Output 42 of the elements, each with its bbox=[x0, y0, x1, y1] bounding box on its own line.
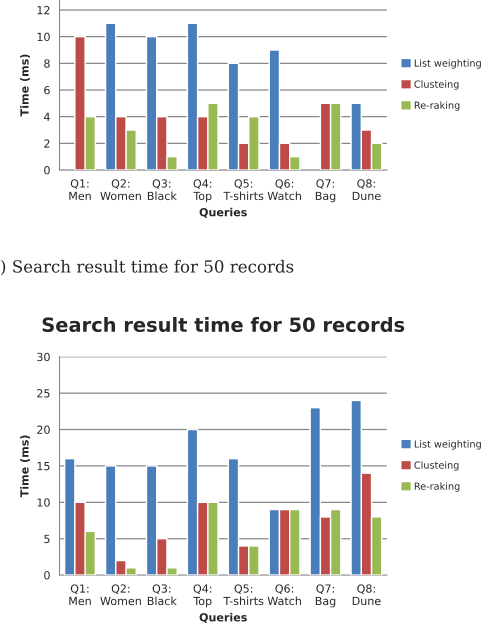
x-tick-label: Q2: Women bbox=[100, 179, 141, 200]
x-tick-label: Q7: Bag bbox=[316, 584, 336, 608]
y-tick-label: 0 bbox=[44, 166, 50, 174]
y-tick-label: 25 bbox=[37, 389, 50, 398]
x-tick-label: Q8: Dune bbox=[352, 584, 381, 606]
legend-label: Clusteing bbox=[414, 80, 459, 90]
y-tick-label: 4 bbox=[44, 112, 50, 121]
y-axis-title: Time (ms) bbox=[20, 54, 30, 116]
x-tick-label: Q5: T-shirts bbox=[223, 179, 264, 200]
x-axis-title: Queries bbox=[200, 612, 247, 623]
x-tick-label: Q3: Black bbox=[148, 584, 177, 606]
x-tick-label: Q4: Top bbox=[193, 584, 212, 608]
y-tick-label: 5 bbox=[44, 534, 50, 544]
text: ) Search result time for 50 records bbox=[1, 260, 294, 276]
legend-label: Clusteing bbox=[414, 461, 459, 471]
x-tick-label: Q4: Top bbox=[193, 179, 212, 202]
x-tick-label: Q1: Men bbox=[69, 584, 91, 606]
y-tick-label: 10 bbox=[38, 32, 50, 42]
y-tick-label: 2 bbox=[44, 139, 50, 148]
legend-label: Re-raking bbox=[414, 101, 460, 111]
chart-title: Search result time for 50 records bbox=[42, 317, 404, 332]
y-tick-label: 20 bbox=[37, 426, 50, 434]
y-axis-title: Time (ms) bbox=[20, 436, 30, 498]
x-tick-label: Q8: Dune bbox=[352, 179, 381, 200]
x-tick-label: Q1: Men bbox=[69, 179, 91, 200]
legend-label: Re-raking bbox=[414, 482, 460, 492]
x-tick-label: Q2: Women bbox=[100, 584, 141, 606]
y-tick-label: 6 bbox=[44, 86, 50, 94]
y-tick-label: 30 bbox=[37, 352, 50, 362]
legend-label: List weighting bbox=[414, 440, 481, 450]
x-tick-label: Q6: Watch bbox=[268, 584, 301, 606]
x-tick-label: Q6: Watch bbox=[268, 179, 301, 200]
x-axis-title: Queries bbox=[200, 208, 247, 218]
legend-label: List weighting bbox=[414, 59, 481, 69]
y-tick-label: 0 bbox=[44, 571, 50, 580]
x-tick-label: Q7: Bag bbox=[316, 179, 336, 202]
y-tick-label: 15 bbox=[38, 462, 50, 470]
x-tick-label: Q5: T-shirts bbox=[223, 584, 264, 606]
y-tick-label: 8 bbox=[44, 59, 50, 68]
y-tick-label: 12 bbox=[38, 6, 50, 14]
x-tick-label: Q3: Black bbox=[148, 179, 177, 200]
y-tick-label: 10 bbox=[38, 498, 50, 507]
